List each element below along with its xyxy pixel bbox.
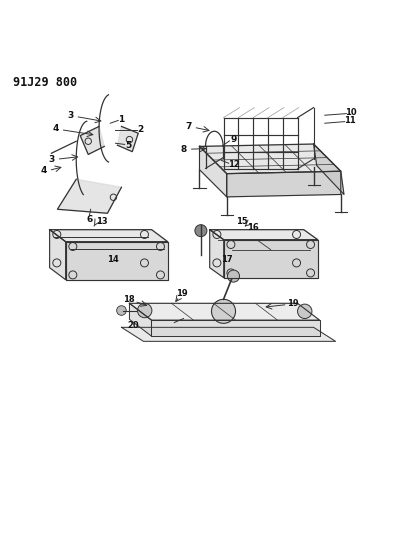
Text: 4: 4 [53, 124, 59, 133]
Circle shape [195, 225, 207, 237]
Text: 3: 3 [49, 155, 55, 164]
Polygon shape [152, 320, 320, 336]
Polygon shape [129, 303, 320, 320]
Polygon shape [314, 144, 344, 195]
Text: 6: 6 [86, 215, 93, 224]
Polygon shape [224, 240, 318, 278]
Text: 8: 8 [181, 145, 187, 154]
Circle shape [212, 300, 235, 324]
Circle shape [137, 303, 152, 318]
Text: 1: 1 [118, 115, 125, 124]
Text: 7: 7 [185, 122, 192, 131]
Text: 2: 2 [137, 125, 143, 134]
Polygon shape [210, 230, 224, 278]
Polygon shape [199, 144, 341, 174]
Text: 91J29 800: 91J29 800 [13, 76, 77, 90]
Polygon shape [210, 230, 318, 240]
Polygon shape [50, 230, 66, 280]
Polygon shape [121, 327, 336, 341]
Text: 15: 15 [236, 217, 247, 226]
Circle shape [228, 270, 239, 282]
Polygon shape [227, 171, 341, 197]
Text: 16: 16 [247, 223, 259, 232]
Text: 18: 18 [123, 295, 135, 304]
Text: 13: 13 [96, 217, 108, 226]
Text: 9: 9 [231, 135, 237, 144]
Text: 4: 4 [41, 166, 47, 175]
Text: 5: 5 [125, 141, 131, 150]
Circle shape [116, 306, 126, 316]
Polygon shape [50, 230, 168, 241]
Text: 17: 17 [221, 255, 233, 264]
Text: 19: 19 [176, 289, 187, 298]
Text: 20: 20 [128, 321, 139, 330]
Text: 10: 10 [345, 108, 357, 117]
Text: 11: 11 [344, 116, 355, 125]
Text: 3: 3 [67, 111, 73, 120]
Polygon shape [129, 303, 152, 336]
Text: 12: 12 [228, 160, 239, 169]
Text: 14: 14 [107, 255, 118, 264]
Polygon shape [117, 126, 138, 151]
Polygon shape [80, 126, 104, 155]
Polygon shape [57, 179, 121, 213]
Circle shape [297, 304, 312, 319]
Text: 19: 19 [287, 299, 299, 308]
Polygon shape [199, 147, 227, 197]
Polygon shape [66, 241, 168, 280]
